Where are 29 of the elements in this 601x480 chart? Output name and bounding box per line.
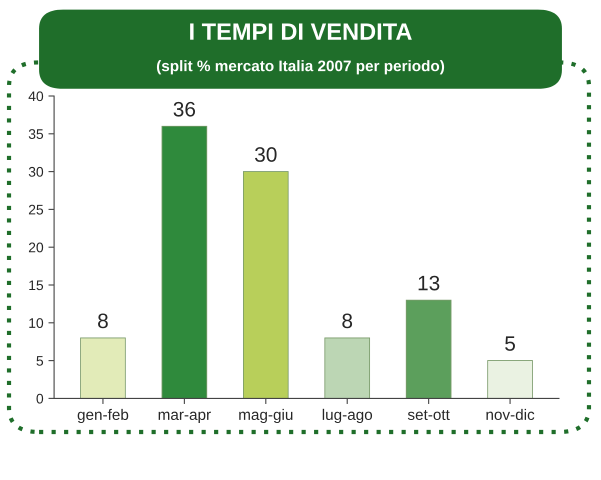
y-tick-label: 25 xyxy=(28,204,44,215)
chart-title: I TEMPI DI VENDITA xyxy=(190,23,412,40)
bar xyxy=(242,171,289,398)
y-tick-label: 0 xyxy=(36,394,44,404)
chart-subtitle: (split % mercato Italia 2007 per periodo) xyxy=(156,60,444,74)
data-label: 13 xyxy=(418,276,440,290)
data-label: 8 xyxy=(98,313,108,328)
y-tick-label: 30 xyxy=(28,166,44,177)
data-label: 30 xyxy=(255,147,277,162)
x-tick-label: nov-dic xyxy=(486,408,534,420)
bar xyxy=(162,126,208,398)
y-tick-label: 40 xyxy=(28,91,44,102)
x-tick-label: mag-giu xyxy=(239,408,292,424)
x-tick-label: lug-ago xyxy=(322,408,372,424)
y-tick-label: 5 xyxy=(36,356,44,366)
bar xyxy=(324,338,370,398)
data-label: 8 xyxy=(342,313,352,328)
y-tick-label: 15 xyxy=(29,280,44,290)
data-label: 5 xyxy=(505,336,515,351)
x-tick-label: gen-feb xyxy=(78,408,128,424)
bar xyxy=(487,360,533,398)
bar xyxy=(406,300,452,398)
bar xyxy=(80,338,126,398)
y-tick-label: 10 xyxy=(29,318,44,328)
y-tick-label: 35 xyxy=(28,129,44,139)
x-tick-label: set-ott xyxy=(408,410,450,420)
x-tick-label: mar-apr xyxy=(158,412,211,424)
data-label: 36 xyxy=(174,102,196,117)
y-tick-label: 20 xyxy=(28,242,44,252)
